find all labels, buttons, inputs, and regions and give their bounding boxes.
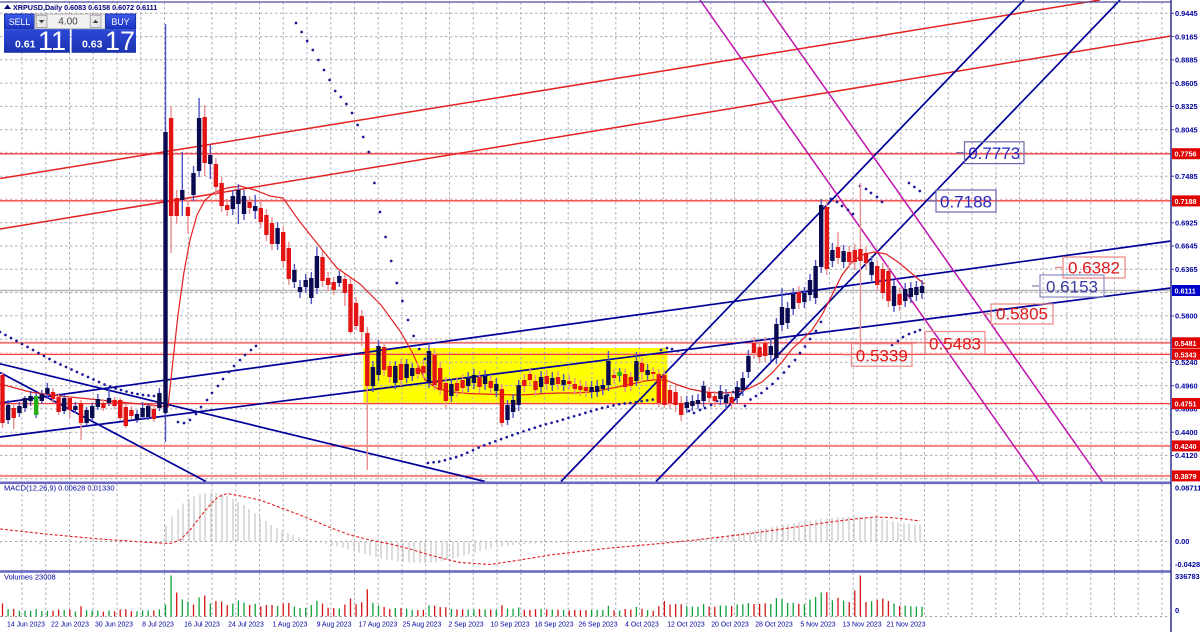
svg-text:0.7773: 0.7773 <box>968 144 1020 163</box>
svg-text:0.61: 0.61 <box>15 39 36 51</box>
svg-text:0.4751: 0.4751 <box>1175 400 1197 409</box>
svg-text:21 Nov 2023: 21 Nov 2023 <box>886 622 925 629</box>
svg-text:0.5343: 0.5343 <box>1175 350 1197 359</box>
svg-text:0.5481: 0.5481 <box>1175 339 1197 348</box>
svg-text:0.8605: 0.8605 <box>1175 79 1198 88</box>
svg-text:0.6365: 0.6365 <box>1175 265 1198 274</box>
svg-text:30 Jun 2023: 30 Jun 2023 <box>95 622 133 629</box>
svg-text:0.8885: 0.8885 <box>1175 56 1198 65</box>
svg-text:0.9445: 0.9445 <box>1175 9 1198 18</box>
svg-text:0.4960: 0.4960 <box>1175 381 1198 390</box>
svg-text:0.4240: 0.4240 <box>1175 442 1197 451</box>
svg-text:0.4400: 0.4400 <box>1175 428 1198 437</box>
svg-text:XRPUSD,Daily 0.6083 0.6158 0.: XRPUSD,Daily 0.6083 0.6158 0.6072 0.6111 <box>13 3 157 12</box>
svg-text:25 Aug 2023: 25 Aug 2023 <box>403 622 442 629</box>
svg-text:18 Sep 2023: 18 Sep 2023 <box>534 622 573 629</box>
svg-text:0.5339: 0.5339 <box>856 347 908 366</box>
svg-text:10 Sep 2023: 10 Sep 2023 <box>490 622 529 629</box>
svg-text:24 Jul 2023: 24 Jul 2023 <box>228 622 264 629</box>
svg-text:9 Aug 2023: 9 Aug 2023 <box>317 622 352 629</box>
svg-text:17 Aug 2023: 17 Aug 2023 <box>359 622 398 629</box>
svg-text:0.9165: 0.9165 <box>1175 32 1198 41</box>
svg-text:0.5805: 0.5805 <box>996 305 1048 324</box>
svg-text:BUY: BUY <box>111 17 129 27</box>
svg-text:0.4680: 0.4680 <box>1175 405 1198 414</box>
svg-text:12 Oct 2023: 12 Oct 2023 <box>667 622 705 629</box>
svg-text:16 Jul 2023: 16 Jul 2023 <box>184 622 220 629</box>
svg-text:11: 11 <box>38 26 66 56</box>
svg-text:0.00: 0.00 <box>1175 537 1189 546</box>
svg-text:8 Jul 2023: 8 Jul 2023 <box>142 622 174 629</box>
svg-text:17: 17 <box>105 26 135 56</box>
svg-text:336783: 336783 <box>1175 572 1200 581</box>
svg-text:0.08711: 0.08711 <box>1175 484 1200 493</box>
svg-text:5 Nov 2023: 5 Nov 2023 <box>800 622 835 629</box>
svg-text:0.6111: 0.6111 <box>1175 287 1196 296</box>
svg-text:0.8045: 0.8045 <box>1175 125 1198 134</box>
svg-text:0.4120: 0.4120 <box>1175 451 1198 460</box>
svg-text:0.7188: 0.7188 <box>940 193 992 212</box>
svg-text:1 Aug 2023: 1 Aug 2023 <box>273 622 308 629</box>
svg-text:0.6153: 0.6153 <box>1046 278 1098 297</box>
svg-text:14 Jun 2023: 14 Jun 2023 <box>7 622 45 629</box>
svg-text:4.00: 4.00 <box>58 17 78 28</box>
svg-text:0.63: 0.63 <box>82 39 103 51</box>
svg-text:Volumes 23008: Volumes 23008 <box>4 573 56 582</box>
svg-text:13 Nov 2023: 13 Nov 2023 <box>842 622 881 629</box>
svg-text:0.7756: 0.7756 <box>1175 150 1197 159</box>
svg-text:0.5800: 0.5800 <box>1175 312 1198 321</box>
svg-text:0.6645: 0.6645 <box>1175 242 1198 251</box>
svg-text:0.6382: 0.6382 <box>1068 259 1120 278</box>
svg-text:4 Oct 2023: 4 Oct 2023 <box>625 622 659 629</box>
svg-text:2 Sep 2023: 2 Sep 2023 <box>448 622 483 629</box>
svg-text:0.7188: 0.7188 <box>1175 197 1197 206</box>
svg-text:26 Sep 2023: 26 Sep 2023 <box>578 622 617 629</box>
svg-text:MACD(12,26,9) 0.00628 0.01330: MACD(12,26,9) 0.00628 0.01330 <box>4 484 115 493</box>
svg-text:28 Oct 2023: 28 Oct 2023 <box>755 622 793 629</box>
svg-text:0.5483: 0.5483 <box>929 335 981 354</box>
svg-text:22 Jun 2023: 22 Jun 2023 <box>51 622 89 629</box>
svg-text:SELL: SELL <box>9 17 31 27</box>
svg-text:0.7485: 0.7485 <box>1175 172 1198 181</box>
svg-text:0.3879: 0.3879 <box>1175 472 1197 481</box>
svg-text:0.8325: 0.8325 <box>1175 102 1198 111</box>
svg-text:0.5240: 0.5240 <box>1175 358 1198 367</box>
svg-text:0.6925: 0.6925 <box>1175 219 1198 228</box>
svg-text:0: 0 <box>1175 606 1179 615</box>
svg-text:20 Oct 2023: 20 Oct 2023 <box>711 622 749 629</box>
